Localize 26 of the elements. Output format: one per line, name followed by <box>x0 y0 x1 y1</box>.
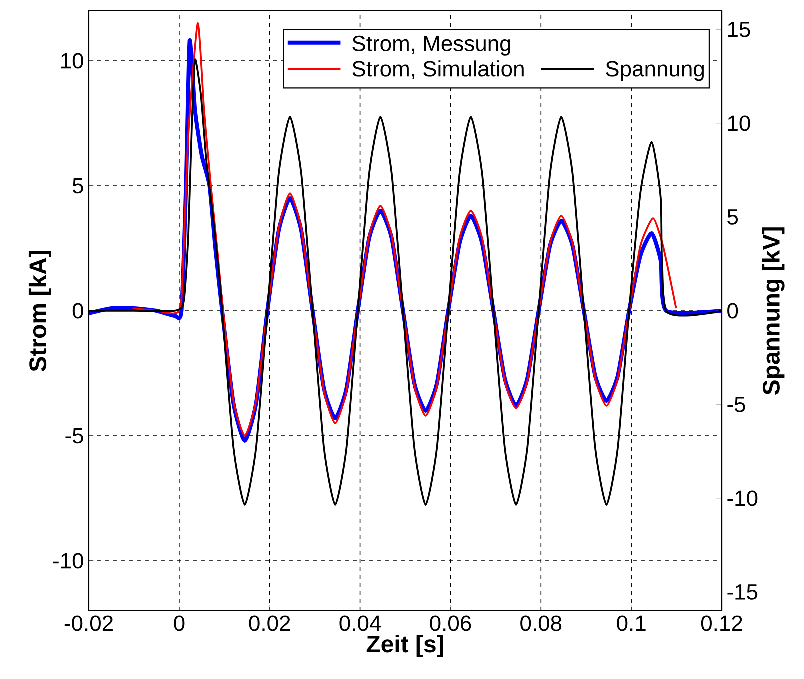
x-tick-label: 0.08 <box>520 616 562 632</box>
y-tick-label: 0 <box>72 303 84 319</box>
y2-tick-label: 10 <box>728 116 750 132</box>
y-tick-label: 5 <box>72 178 84 194</box>
x-tick-label: 0.06 <box>430 616 472 632</box>
y2-tick-label: 0 <box>728 303 738 319</box>
x-tick-label: -0.02 <box>64 616 113 632</box>
y2-tick-label: -10 <box>728 490 758 506</box>
y-tick-label: -10 <box>53 553 84 569</box>
x-tick-label: 0.1 <box>617 616 646 632</box>
y2-tick-label: -5 <box>728 397 746 412</box>
legend-label: Strom, Messung <box>352 36 510 56</box>
x-tick-label: 0 <box>174 616 185 632</box>
y-axis-title: Strom [kA] <box>28 251 52 372</box>
y-tick-label: -5 <box>66 428 84 444</box>
legend-label: Strom, Simulation <box>352 60 524 80</box>
x-tick-label: 0.12 <box>701 616 742 632</box>
x-axis-title: Zeit [s] <box>366 635 444 658</box>
y2-axis-title: Spannung [kV] <box>762 228 785 395</box>
x-tick-label: 0.02 <box>249 616 290 632</box>
legend-label: Spannung <box>606 61 704 82</box>
y2-tick-label: 15 <box>728 22 750 38</box>
y2-tick-label: -15 <box>728 584 758 600</box>
y2-tick-label: 5 <box>728 210 738 225</box>
x-tick-label: 0.04 <box>340 616 382 632</box>
y-tick-label: 10 <box>61 53 84 69</box>
